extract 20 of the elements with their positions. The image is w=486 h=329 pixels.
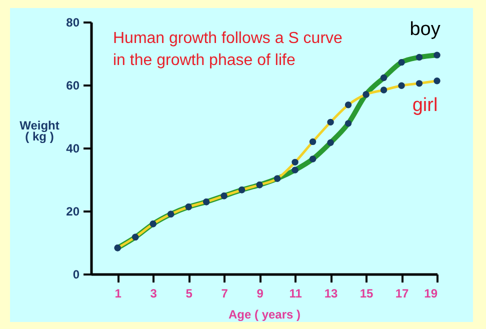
x-tick-label: 9 [256, 286, 264, 300]
x-tick-label: 19 [424, 286, 438, 300]
x-tick-label: 7 [221, 286, 228, 300]
x-tick-label: 15 [360, 286, 374, 300]
x-tick-label: 1 [114, 286, 122, 300]
y-tick-label: 20 [66, 204, 80, 218]
x-tick-label: 17 [395, 286, 410, 300]
series-label: boy [410, 19, 441, 40]
y-tick-label: 60 [66, 78, 80, 92]
series-label: girl [412, 94, 438, 116]
y-tick-label: 0 [72, 268, 80, 282]
x-tick-label: 5 [186, 286, 193, 300]
x-axis-title: Age ( years ) [228, 308, 301, 322]
y-tick-label: 80 [66, 16, 80, 30]
annotation: Human growth follows a S curve in the growth phase of life [113, 30, 343, 69]
x-tick-label: 11 [289, 286, 302, 300]
x-tick-label: 13 [324, 286, 338, 300]
x-tick-label: 3 [150, 286, 158, 300]
y-axis-title: Weight ( kg ) [20, 118, 60, 144]
y-tick-label: 40 [66, 142, 80, 156]
